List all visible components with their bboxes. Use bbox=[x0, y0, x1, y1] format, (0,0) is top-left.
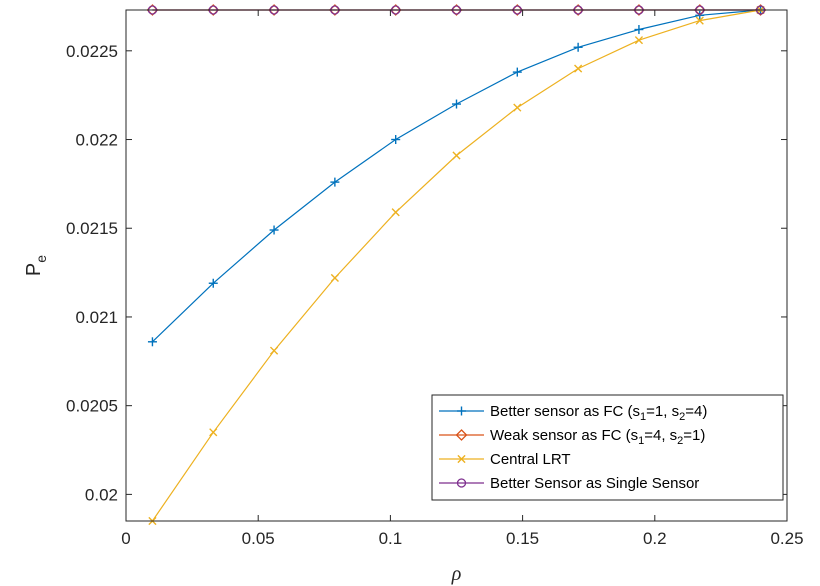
legend-label-part: 1 bbox=[640, 411, 646, 423]
legend-label: Better sensor as FC (s1=1, s2=4) bbox=[490, 403, 707, 423]
series-3 bbox=[148, 5, 765, 526]
series-3-point-b bbox=[574, 64, 583, 73]
x-tick-label: 0.25 bbox=[770, 529, 803, 548]
legend-marker bbox=[455, 429, 468, 441]
x-tick-label: 0.15 bbox=[506, 529, 539, 548]
y-axis-label-main: P bbox=[23, 263, 45, 276]
series-3-point bbox=[452, 151, 461, 160]
y-tick-label: 0.0225 bbox=[66, 42, 118, 61]
legend-label: Better Sensor as Single Sensor bbox=[490, 475, 699, 492]
legend-marker bbox=[456, 478, 467, 488]
series-3-point bbox=[330, 273, 339, 283]
series-3-point-b bbox=[269, 346, 279, 355]
y-tick-label: 0.021 bbox=[75, 308, 118, 327]
legend-label-part: =1) bbox=[683, 427, 705, 444]
y-tick-label: 0.02 bbox=[85, 485, 118, 504]
series-3-point bbox=[634, 36, 644, 45]
legend-label: Weak sensor as FC (s1=4, s2=1) bbox=[490, 427, 705, 447]
legend-label-part: =1, s bbox=[646, 403, 679, 420]
y-tick-label: 0.0215 bbox=[66, 219, 118, 238]
series-3-point bbox=[209, 428, 218, 437]
legend-label-part: Better sensor as FC (s bbox=[490, 403, 640, 420]
series-1-point bbox=[452, 99, 461, 109]
axes-box bbox=[125, 9, 788, 522]
series-3-point bbox=[695, 16, 704, 25]
legend-label-part: 1 bbox=[638, 435, 644, 447]
legend-label-part: Weak sensor as FC (s bbox=[490, 427, 638, 444]
x-tick-label: 0 bbox=[121, 529, 130, 548]
series-3-point-b bbox=[209, 428, 218, 437]
series-3-point-b bbox=[695, 16, 704, 25]
legend-marker bbox=[457, 454, 466, 464]
series-3-point-b bbox=[330, 273, 339, 283]
y-axis-label-subscript: e bbox=[33, 255, 49, 263]
legend-label-part: 2 bbox=[679, 411, 685, 423]
series-3-point-b bbox=[634, 36, 644, 45]
legend-label-part: =4, s bbox=[644, 427, 677, 444]
series-1-point bbox=[330, 177, 340, 187]
x-axis-label: ρ bbox=[451, 563, 462, 585]
legend-label-part: Better Sensor as Single Sensor bbox=[490, 475, 699, 492]
series-1-point bbox=[634, 25, 644, 35]
legend-box bbox=[431, 394, 784, 501]
legend-label-part: 2 bbox=[677, 435, 683, 447]
y-tick-label: 0.0205 bbox=[66, 397, 118, 416]
series-3-point-b bbox=[513, 103, 522, 112]
ticks-layer: 0 0.05 0.1 0.15 0.2 0.25 0.02 0.0205 0.021 0.0215… bbox=[66, 10, 804, 548]
series-3-point bbox=[574, 64, 583, 73]
series-3-point-b bbox=[391, 208, 400, 217]
legend-label-part: =4) bbox=[685, 403, 707, 420]
x-tick-label: 0.05 bbox=[242, 529, 275, 548]
series-1-point bbox=[573, 42, 583, 52]
legend-entry-4: Better Sensor as Single Sensor bbox=[439, 475, 699, 492]
series-1-point bbox=[391, 135, 401, 145]
y-tick-label: 0.022 bbox=[75, 131, 118, 150]
series-1-point bbox=[269, 225, 279, 235]
legend-marker bbox=[457, 406, 466, 416]
series-3-point bbox=[391, 208, 400, 217]
legend-entry-1: Better sensor as FC (s1=1, s2=4) bbox=[439, 403, 707, 423]
series-1-point bbox=[147, 337, 157, 347]
x-tick-label: 0.2 bbox=[643, 529, 667, 548]
legend-marker-b bbox=[457, 454, 466, 464]
legend-label: Central LRT bbox=[490, 451, 571, 468]
series-3-point-b bbox=[452, 151, 461, 160]
legend-entry-2: Weak sensor as FC (s1=4, s2=1) bbox=[439, 427, 705, 447]
legend-label-part: Central LRT bbox=[490, 451, 571, 468]
legend: Better sensor as FC (s1=1, s2=4)Weak sen… bbox=[431, 394, 784, 501]
legend-entry-3: Central LRT bbox=[439, 451, 571, 468]
series-3-point bbox=[269, 346, 279, 355]
series-1-point bbox=[208, 278, 218, 288]
series-1-point bbox=[512, 67, 522, 77]
y-axis-label: Pe bbox=[23, 255, 49, 276]
series-3-point bbox=[513, 103, 522, 112]
x-tick-label: 0.1 bbox=[379, 529, 403, 548]
